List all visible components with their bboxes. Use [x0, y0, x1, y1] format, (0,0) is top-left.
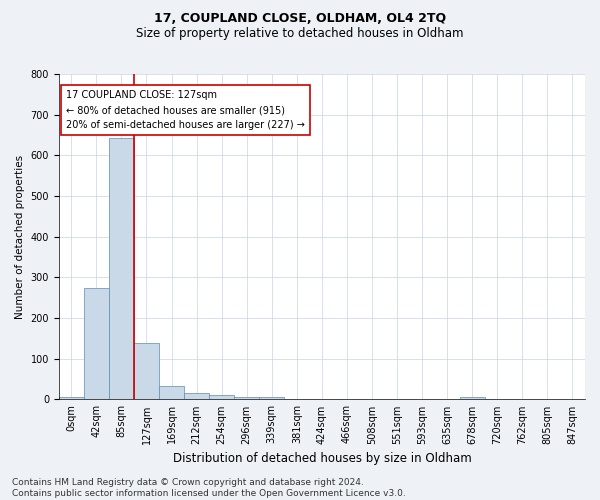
Bar — [209, 395, 234, 400]
Bar — [159, 386, 184, 400]
Bar — [84, 288, 109, 400]
Bar — [109, 138, 134, 400]
Bar — [460, 398, 485, 400]
Bar — [234, 396, 259, 400]
Text: 17 COUPLAND CLOSE: 127sqm
← 80% of detached houses are smaller (915)
20% of semi: 17 COUPLAND CLOSE: 127sqm ← 80% of detac… — [66, 90, 305, 130]
X-axis label: Distribution of detached houses by size in Oldham: Distribution of detached houses by size … — [173, 452, 471, 465]
Bar — [259, 396, 284, 400]
Text: Contains HM Land Registry data © Crown copyright and database right 2024.
Contai: Contains HM Land Registry data © Crown c… — [12, 478, 406, 498]
Text: 17, COUPLAND CLOSE, OLDHAM, OL4 2TQ: 17, COUPLAND CLOSE, OLDHAM, OL4 2TQ — [154, 12, 446, 26]
Text: Size of property relative to detached houses in Oldham: Size of property relative to detached ho… — [136, 28, 464, 40]
Bar — [134, 344, 159, 400]
Y-axis label: Number of detached properties: Number of detached properties — [15, 154, 25, 319]
Bar — [59, 398, 84, 400]
Bar — [184, 392, 209, 400]
